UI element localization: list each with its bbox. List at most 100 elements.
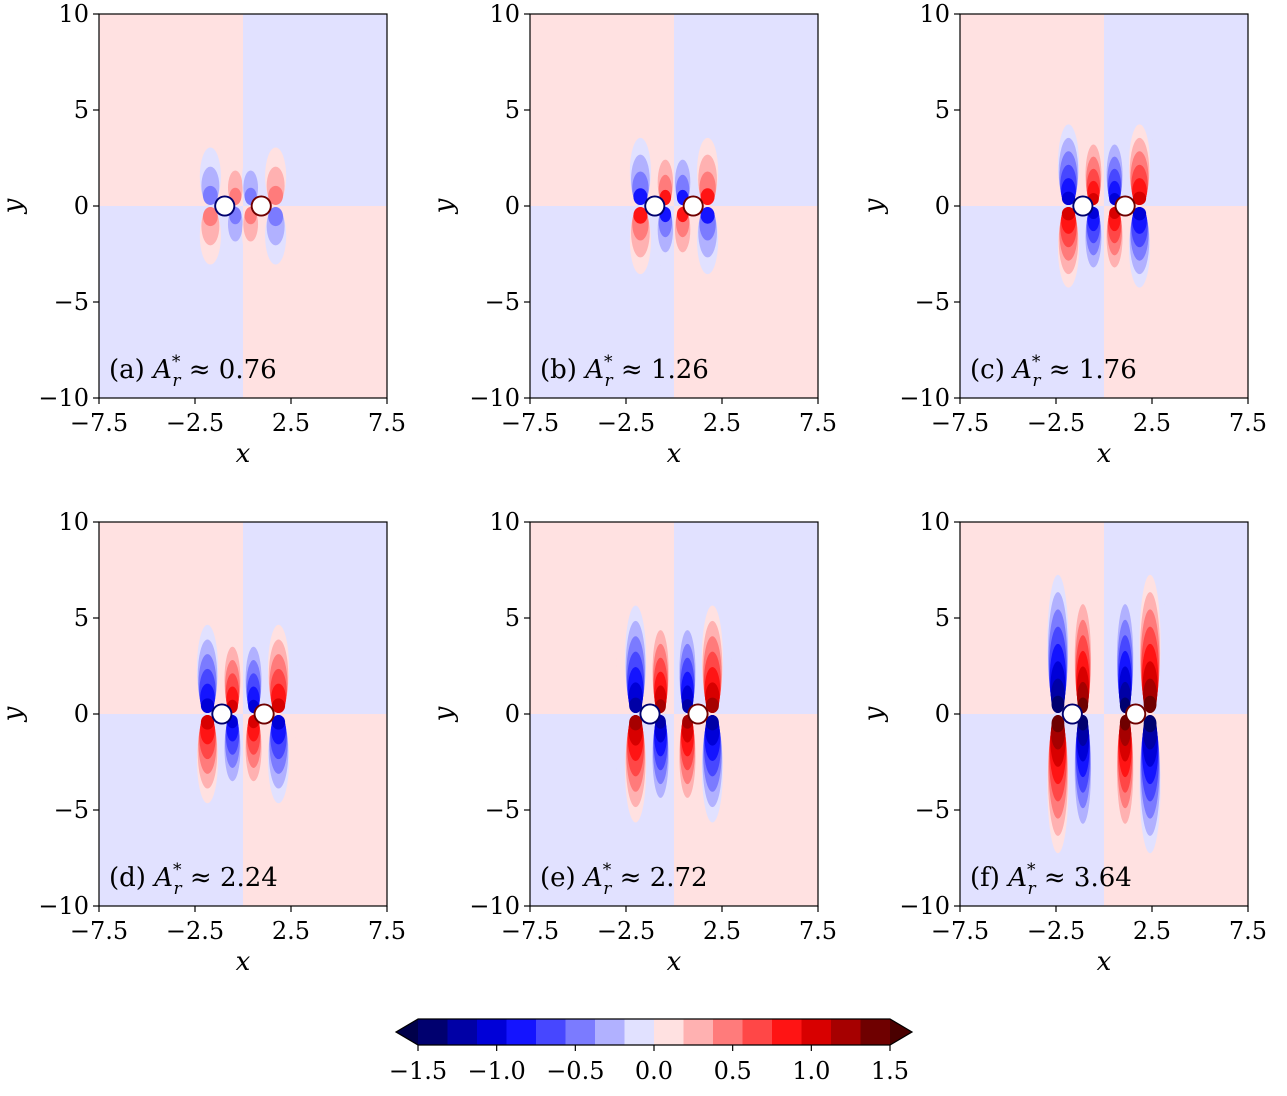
contour-field — [960, 522, 1248, 906]
y-tick-label: 0 — [505, 192, 520, 220]
y-tick-label: 5 — [74, 604, 89, 632]
panel-f: 10 5 0 −5 −10−7.5 −2.5 2.5 7.5 x y (f) A* r ≈ 3.64 — [859, 508, 1267, 977]
contour-lobe — [202, 185, 218, 206]
x-tick-label: −2.5 — [1027, 917, 1085, 945]
colorbar-segment — [831, 1019, 861, 1045]
contour-lobe — [202, 206, 218, 227]
colorbar-segment — [624, 1019, 655, 1045]
y-tick-label: 10 — [489, 508, 520, 536]
contour-lobe — [1132, 191, 1147, 206]
x-tick-label: 7.5 — [368, 917, 406, 945]
y-tick-label: −10 — [469, 892, 520, 920]
contour-lobe — [200, 698, 215, 714]
y-tick-label: 10 — [919, 508, 950, 536]
x-tick-label: −2.5 — [597, 917, 655, 945]
contour-lobe — [633, 188, 648, 206]
contour-lobe — [633, 206, 648, 224]
contour-lobe — [1051, 714, 1065, 733]
colorbar-segment — [860, 1019, 891, 1045]
cylinder — [641, 705, 659, 723]
contour-lobe — [268, 185, 284, 206]
y-axis-label: y — [859, 198, 889, 214]
contour-lobe — [1132, 206, 1147, 221]
cylinder — [213, 705, 231, 723]
x-tick-label: 7.5 — [799, 409, 837, 437]
x-tick-label: 7.5 — [1229, 409, 1267, 437]
x-tick-label: 7.5 — [368, 409, 406, 437]
x-tick-label: 7.5 — [799, 917, 837, 945]
cylinder — [689, 705, 707, 723]
colorbar-segment — [418, 1019, 448, 1045]
x-tick-label: 2.5 — [703, 409, 741, 437]
y-tick-label: −10 — [38, 384, 89, 412]
x-tick-label: −7.5 — [931, 917, 989, 945]
x-tick-label: 2.5 — [272, 917, 310, 945]
cylinder — [216, 197, 234, 215]
contour-lobe — [1143, 695, 1157, 714]
x-axis-label: x — [236, 439, 251, 469]
x-tick-label: 2.5 — [272, 409, 310, 437]
panel-c: 10 5 0 −5 −10−7.5 −2.5 2.5 7.5 x y (c) A* r ≈ 1.76 — [859, 0, 1267, 469]
colorbar-tick-label: 0.5 — [714, 1057, 752, 1085]
panel-label: (b) A* r ≈ 1.26 — [540, 352, 709, 391]
cylinder — [684, 197, 702, 215]
contour-lobe — [629, 714, 643, 731]
contour-field — [99, 522, 387, 906]
colorbar-segment — [506, 1019, 537, 1045]
y-tick-label: 10 — [489, 0, 520, 28]
x-axis-label: x — [1097, 439, 1112, 469]
y-tick-label: 5 — [935, 604, 950, 632]
colorbar-segment — [565, 1019, 596, 1045]
y-tick-label: 5 — [505, 96, 520, 124]
x-axis-label: x — [236, 947, 251, 977]
y-tick-label: −10 — [899, 384, 950, 412]
x-tick-label: −7.5 — [931, 409, 989, 437]
y-tick-label: −5 — [54, 796, 89, 824]
y-axis-label: y — [859, 706, 889, 722]
contour-lobe — [1143, 714, 1157, 733]
cylinder — [1116, 197, 1134, 215]
y-tick-label: 0 — [74, 192, 89, 220]
y-tick-label: 5 — [935, 96, 950, 124]
cylinder — [252, 197, 270, 215]
cylinder — [1074, 197, 1092, 215]
colorbar-segment — [801, 1019, 832, 1045]
panel-label: (c) A* r ≈ 1.76 — [970, 352, 1137, 391]
contour-field — [99, 14, 387, 398]
x-tick-label: −7.5 — [70, 917, 128, 945]
panel-label: (f) A* r ≈ 3.64 — [970, 860, 1132, 899]
x-tick-label: −2.5 — [1027, 409, 1085, 437]
y-tick-label: 5 — [505, 604, 520, 632]
x-axis-label: x — [667, 947, 682, 977]
panel-b: 10 5 0 −5 −10−7.5 −2.5 2.5 7.5 x y (b) A* r ≈ 1.26 — [429, 0, 837, 469]
y-tick-label: −5 — [485, 288, 520, 316]
cylinder — [1127, 705, 1145, 723]
colorbar-segment — [654, 1019, 684, 1045]
colorbar: −1.5 −1.0 −0.5 0.0 0.5 1.0 1.5 — [389, 1018, 914, 1085]
contour-field — [530, 14, 818, 398]
panel-e: 10 5 0 −5 −10−7.5 −2.5 2.5 7.5 x y (e) A* r ≈ 2.72 — [429, 508, 837, 977]
colorbar-tick-label: −0.5 — [546, 1057, 604, 1085]
colorbar-tick-label: −1.0 — [468, 1057, 526, 1085]
contour-field — [960, 14, 1248, 398]
x-tick-label: 2.5 — [703, 917, 741, 945]
x-tick-label: −7.5 — [70, 409, 128, 437]
y-tick-label: 10 — [58, 508, 89, 536]
colorbar-extend-high — [890, 1019, 912, 1045]
contour-lobe — [629, 697, 643, 714]
y-tick-label: 10 — [919, 0, 950, 28]
y-tick-label: 0 — [935, 700, 950, 728]
contour-lobe — [1061, 206, 1076, 221]
cylinder — [646, 197, 664, 215]
colorbar-tick-label: −1.5 — [389, 1057, 447, 1085]
contour-lobe — [705, 697, 719, 714]
colorbar-segment — [477, 1019, 507, 1045]
contour-lobe — [1061, 191, 1076, 206]
cylinder — [1063, 705, 1081, 723]
panel-label: (d) A* r ≈ 2.24 — [109, 860, 278, 899]
y-axis-label: y — [0, 706, 28, 722]
contour-field — [530, 522, 818, 906]
colorbar-tick-label: 1.0 — [792, 1057, 830, 1085]
colorbar-tick-label: 1.5 — [871, 1057, 909, 1085]
